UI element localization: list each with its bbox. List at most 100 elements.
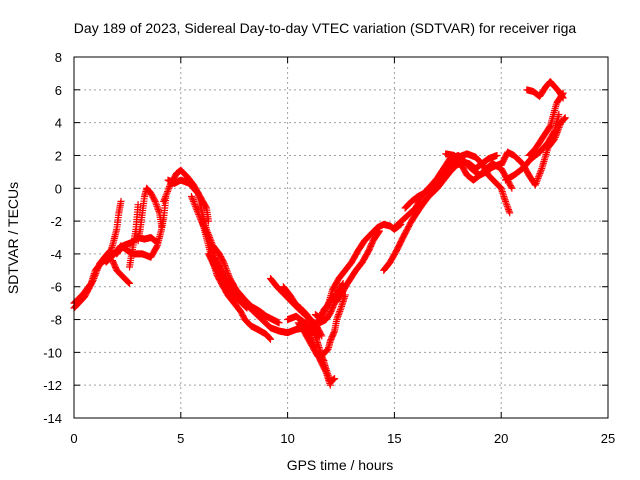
data-point (241, 303, 249, 311)
data-point (219, 257, 227, 265)
data-point (160, 197, 168, 205)
data-point (537, 166, 545, 174)
x-tick-label: 0 (70, 431, 77, 446)
data-point (375, 227, 383, 235)
data-point (321, 367, 329, 375)
y-tick-label: -14 (43, 411, 62, 426)
y-tick-label: 0 (55, 181, 62, 196)
data-point (160, 196, 168, 204)
data-point (375, 228, 383, 236)
data-point (165, 184, 173, 192)
data-point (317, 331, 325, 339)
data-point (502, 199, 510, 207)
data-point (192, 204, 200, 212)
y-tick-label: -10 (43, 345, 62, 360)
data-point (275, 319, 283, 327)
data-point (265, 334, 273, 342)
data-point (158, 222, 166, 230)
data-point (266, 334, 274, 342)
data-point (493, 151, 501, 159)
data-point (190, 199, 198, 207)
x-tick-label: 5 (177, 431, 184, 446)
data-point (150, 196, 158, 204)
data-point (94, 263, 102, 271)
x-tick-label: 10 (280, 431, 294, 446)
data-point (195, 211, 203, 219)
data-point (154, 206, 162, 214)
data-point (320, 357, 328, 365)
data-point (91, 271, 99, 279)
data-point (124, 278, 132, 286)
data-point (193, 206, 201, 214)
data-point (333, 314, 341, 322)
data-point (503, 202, 511, 210)
data-point (151, 197, 159, 205)
data-point (194, 209, 202, 217)
data-point (117, 197, 125, 205)
data-point (221, 263, 229, 271)
data-point (189, 196, 197, 204)
y-tick-label: -6 (50, 280, 62, 295)
data-point (224, 270, 232, 278)
data-point (94, 265, 102, 273)
data-point (533, 178, 541, 186)
data-point (188, 194, 196, 202)
data-point (220, 260, 228, 268)
data-point (164, 188, 172, 196)
data-point (220, 258, 228, 266)
data-point (537, 168, 545, 176)
data-point (534, 174, 542, 182)
data-point (506, 209, 514, 217)
data-point (333, 316, 341, 324)
x-tick-label: 15 (387, 431, 401, 446)
data-point (134, 201, 142, 209)
data-point (125, 279, 133, 287)
data-point (504, 204, 512, 212)
data-point (242, 303, 250, 311)
data-point (501, 197, 509, 205)
y-tick-label: 4 (55, 116, 62, 131)
data-point (154, 204, 162, 212)
data-point (335, 311, 343, 319)
data-point (508, 184, 516, 192)
data-point (89, 276, 97, 284)
data-point (106, 247, 114, 255)
data-point (191, 202, 199, 210)
x-tick-label: 25 (601, 431, 615, 446)
y-tick-label: 6 (55, 83, 62, 98)
data-point (330, 328, 338, 336)
data-point (532, 179, 540, 187)
data-point (531, 181, 539, 189)
data-point (326, 381, 334, 389)
data-point (205, 217, 213, 225)
data-point (507, 183, 515, 191)
data-point (335, 309, 343, 317)
data-point (191, 201, 199, 209)
data-point (559, 94, 567, 102)
data-point (92, 270, 100, 278)
data-point (560, 115, 568, 123)
y-axis-label: SDTVAR / TECUs (5, 182, 21, 294)
data-points (70, 78, 569, 389)
data-point (336, 307, 344, 315)
data-point (153, 238, 161, 246)
y-tick-label: -12 (43, 378, 62, 393)
data-point (93, 266, 101, 274)
data-point (152, 201, 160, 209)
data-point (267, 335, 275, 343)
data-point (561, 115, 569, 123)
data-point (193, 207, 201, 215)
data-point (503, 201, 511, 209)
data-point (126, 279, 134, 287)
data-point (334, 312, 342, 320)
data-point (155, 207, 163, 215)
data-point (152, 237, 160, 245)
data-point (90, 275, 98, 283)
y-tick-label: 2 (55, 148, 62, 163)
data-point (106, 247, 114, 255)
chart-title: Day 189 of 2023, Sidereal Day-to-day VTE… (74, 20, 577, 36)
x-tick-label: 20 (494, 431, 508, 446)
data-point (161, 194, 169, 202)
data-point (561, 114, 569, 122)
data-point (535, 171, 543, 179)
